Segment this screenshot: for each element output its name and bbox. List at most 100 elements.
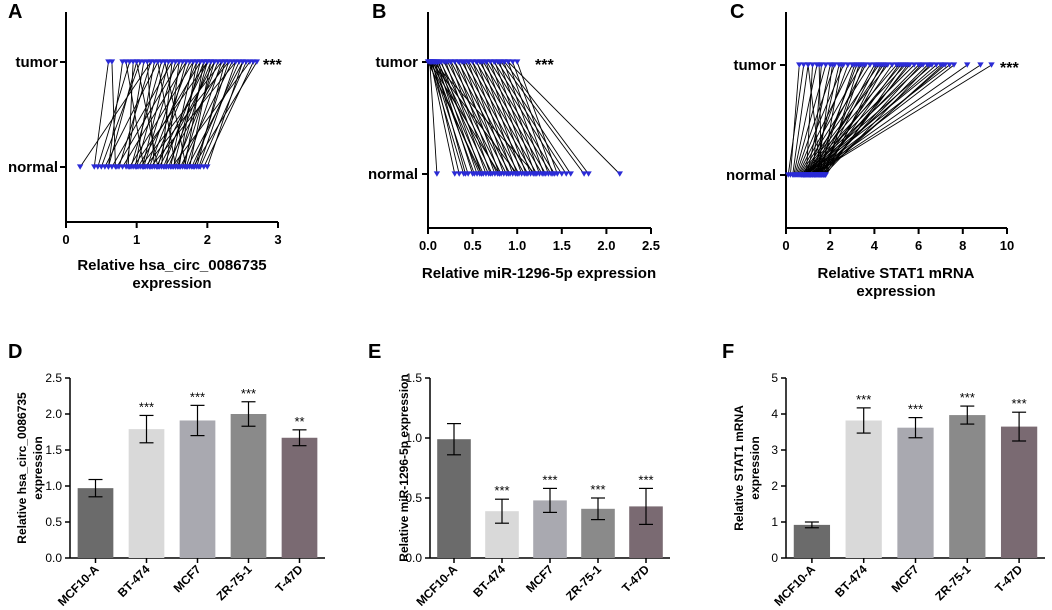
pair-line [432,61,475,175]
tumor-point [926,62,933,68]
pair-line [130,61,162,168]
bar [437,439,471,558]
x-tick-label: MCF7 [889,562,922,595]
x-tick-label: 8 [959,238,966,253]
pair-line [507,61,621,175]
pair-line [504,61,589,175]
y-tick-label: normal [368,166,418,183]
normal-point [563,171,570,177]
significance-label: *** [856,392,871,407]
x-tick-label: 0.5 [464,238,482,253]
tumor-point [221,59,229,65]
pair-line [433,61,484,175]
pair-line [475,61,543,175]
tumor-point [877,62,885,68]
tumor-point [829,62,836,68]
pair-line [819,64,944,176]
y-tick-label: normal [8,159,58,176]
pair-line [189,61,212,168]
tumor-point [796,62,803,68]
pair-line [433,61,536,175]
x-tick-label: MCF7 [171,562,204,595]
pair-line [789,64,800,176]
x-tick-label: 0.0 [419,238,437,253]
y-tick-label: 3 [771,443,778,457]
normal-point [558,171,565,177]
y-axis-label: expression [31,436,45,499]
tumor-point [430,59,437,65]
x-tick-label: BT-474 [832,562,870,600]
tumor-point [838,62,845,68]
pair-line [191,61,240,168]
y-tick-label: normal [726,167,776,184]
x-axis-label: expression [132,275,211,292]
x-tick-label: 1.0 [508,238,526,253]
tumor-point [232,59,239,65]
pair-line [500,61,585,175]
x-tick-label: MCF10-A [771,562,818,609]
pair-line [822,64,886,176]
pair-line [804,64,933,176]
significance-label: *** [960,390,975,405]
significance-label: *** [638,472,653,487]
normal-point [464,171,472,177]
normal-point [140,164,147,170]
pair-line [798,64,862,176]
tumor-point [855,62,863,68]
tumor-point [866,62,874,68]
pair-line [457,61,520,175]
tumor-point [200,59,207,65]
pair-line [825,64,904,176]
pair-line [134,61,155,168]
pair-line [194,61,229,168]
x-tick-label: 1 [133,232,140,247]
pair-line [111,61,116,168]
pair-line [185,61,222,168]
pair-line [494,61,536,175]
y-tick-label: 1 [771,515,778,529]
pair-line [792,64,809,176]
pair-line [127,61,134,168]
pair-line [100,61,141,168]
y-tick-label: 2.0 [45,407,62,421]
pair-line [817,64,855,176]
pair-line [450,61,511,175]
y-tick-label: 1.0 [45,479,62,493]
tumor-point [860,62,867,68]
pair-line [813,64,840,176]
pair-line [435,61,490,175]
bar [128,429,165,558]
pair-line [443,61,502,175]
tumor-point [988,62,995,68]
tumor-point [154,59,162,65]
tumor-point [161,59,169,65]
pair-line [818,64,900,176]
pair-line [512,61,554,175]
tumor-point [815,62,823,68]
pair-line [157,61,187,168]
pair-line [104,61,159,168]
normal-point [154,164,162,170]
pair-line [172,61,201,168]
pair-line [822,64,864,176]
x-tick-label: 6 [915,238,922,253]
pair-line [163,61,205,168]
pair-line [429,61,438,175]
bar [845,420,882,558]
significance-label: *** [535,57,554,74]
panel-f: F 0 1 2 3 4 5 Relative STAT1 mRNA expression MCF1… [722,341,1045,609]
x-tick-label: MCF10-A [55,562,102,609]
pair-line [199,61,247,168]
tumor-point [133,59,140,65]
pair-line [136,61,159,168]
pair-line [461,61,525,175]
tumor-point [119,59,126,65]
normal-point [514,171,521,177]
pair-line [486,61,556,175]
tumor-point [505,59,512,65]
significance-label: *** [590,482,605,497]
pair-line [170,61,194,168]
pair-line [503,61,545,175]
x-tick-label: 0 [782,238,789,253]
